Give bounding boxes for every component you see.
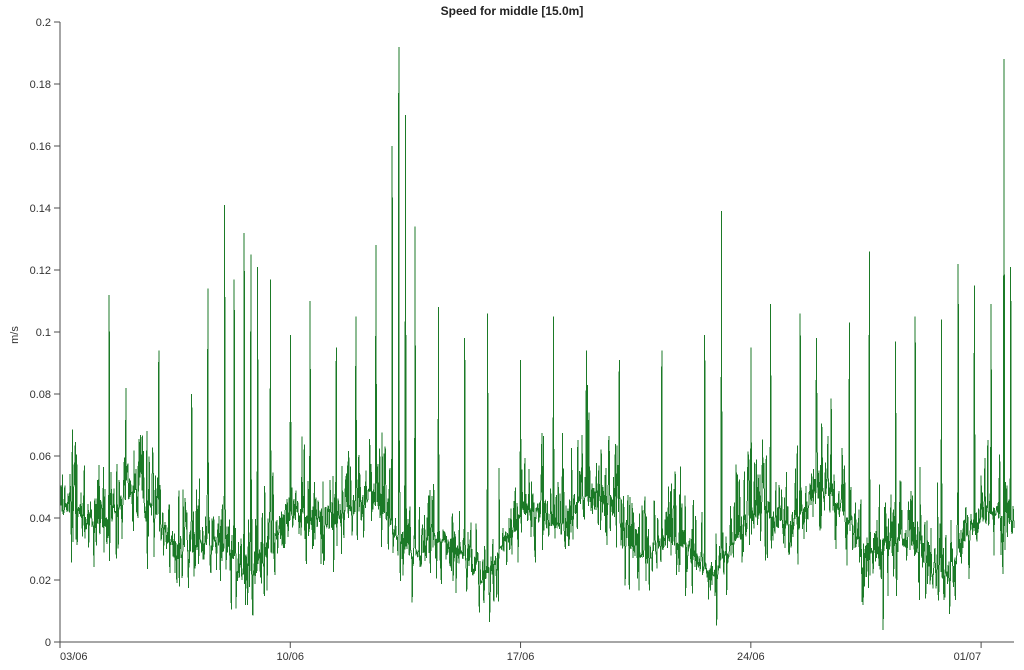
x-tick-label: 01/07 [954,651,982,663]
x-tick-label: 10/06 [277,651,305,663]
x-tick-label: 24/06 [737,651,765,663]
y-tick-label: 0.1 [36,327,51,339]
y-tick-label: 0.18 [30,79,51,91]
y-tick-label: 0.08 [30,389,51,401]
y-tick-label: 0.02 [30,575,51,587]
y-tick-label: 0.06 [30,451,51,463]
y-axis-label: m/s [9,326,21,344]
y-tick-label: 0.14 [30,203,51,215]
y-tick-label: 0 [45,637,51,649]
x-tick-label: 03/06 [60,651,88,663]
y-tick-label: 0.2 [36,17,51,29]
chart-title: Speed for middle [15.0m] [0,4,1024,18]
x-tick-label: 17/06 [507,651,535,663]
y-tick-label: 0.12 [30,265,51,277]
y-tick-label: 0.16 [30,141,51,153]
y-tick-label: 0.04 [30,513,51,525]
speed-line-chart: 0 0.02 0.04 0.06 0.08 0.1 0.12 0.14 0.16 0.18 0.2 0… [0,0,1024,670]
